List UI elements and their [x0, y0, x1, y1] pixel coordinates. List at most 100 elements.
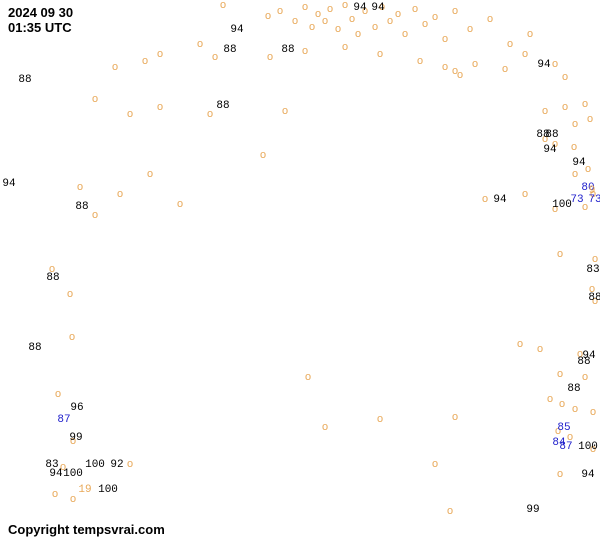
station-marker: o [265, 11, 272, 23]
station-marker: o [142, 56, 149, 68]
station-value: 88 [281, 44, 294, 56]
station-marker: o [327, 4, 334, 16]
station-marker: o [457, 70, 464, 82]
station-value: 99 [526, 504, 539, 516]
station-marker: o [387, 16, 394, 28]
station-value: 94 [572, 157, 585, 169]
station-marker: o [432, 459, 439, 471]
station-marker: o [315, 9, 322, 21]
station-marker: o [517, 339, 524, 351]
station-marker: o [92, 210, 99, 222]
station-value: 100 [63, 468, 83, 480]
station-value: 94 [543, 144, 556, 156]
station-marker: o [67, 289, 74, 301]
station-marker: o [482, 194, 489, 206]
station-value: 100 [552, 199, 572, 211]
station-marker: o [69, 332, 76, 344]
station-marker: o [412, 4, 419, 16]
station-marker: o [562, 72, 569, 84]
station-value: 94 [493, 194, 506, 206]
station-value-blue: 73 [570, 194, 583, 206]
station-marker: o [277, 6, 284, 18]
station-marker: o [395, 9, 402, 21]
station-marker: o [402, 29, 409, 41]
station-value: 88 [18, 74, 31, 86]
chart-container: 2024 09 30 01:35 UTC ooooooooooooooooooo… [0, 0, 600, 545]
station-marker: o [472, 59, 479, 71]
station-marker: o [70, 494, 77, 506]
station-value-blue: 87 [57, 414, 70, 426]
station-value: 88 [46, 272, 59, 284]
station-value: 99 [69, 432, 82, 444]
station-marker: o [282, 106, 289, 118]
station-marker: o [527, 29, 534, 41]
station-marker: o [127, 109, 134, 121]
station-marker: o [147, 169, 154, 181]
station-value: 92 [110, 459, 123, 471]
station-marker: o [559, 399, 566, 411]
station-marker: o [322, 422, 329, 434]
station-marker: o [92, 94, 99, 106]
station-marker: o [355, 29, 362, 41]
station-marker: o [112, 62, 119, 74]
station-marker: o [447, 506, 454, 518]
station-value: 83 [586, 264, 599, 276]
header-date: 2024 09 30 [8, 5, 73, 20]
station-marker: o [349, 14, 356, 26]
station-marker: o [157, 102, 164, 114]
station-value-orange: 9 [589, 185, 596, 197]
station-marker: o [292, 16, 299, 28]
station-marker: o [342, 0, 349, 12]
station-value: 88 [28, 342, 41, 354]
station-value: 88 [588, 292, 600, 304]
station-value: 88 [567, 383, 580, 395]
station-marker: o [377, 414, 384, 426]
station-marker: o [547, 394, 554, 406]
station-value: 88 [216, 100, 229, 112]
station-marker: o [432, 12, 439, 24]
station-value: 100 [85, 459, 105, 471]
station-marker: o [542, 106, 549, 118]
station-marker: o [55, 389, 62, 401]
station-marker: o [305, 372, 312, 384]
station-marker: o [127, 459, 134, 471]
station-value: 100 [578, 441, 598, 453]
station-marker: o [442, 62, 449, 74]
station-marker: o [417, 56, 424, 68]
station-marker: o [537, 344, 544, 356]
station-marker: o [502, 64, 509, 76]
station-value: 88 [545, 129, 558, 141]
station-marker: o [467, 24, 474, 36]
station-value-blue: 85 [557, 422, 570, 434]
station-marker: o [587, 114, 594, 126]
station-marker: o [507, 39, 514, 51]
station-marker: o [52, 489, 59, 501]
station-value: 94 [371, 2, 384, 14]
station-value: 94 [49, 468, 62, 480]
station-marker: o [77, 182, 84, 194]
station-value: 94 [581, 469, 594, 481]
station-marker: o [302, 46, 309, 58]
station-marker: o [557, 369, 564, 381]
station-marker: o [452, 412, 459, 424]
station-marker: o [522, 49, 529, 61]
station-marker: o [322, 16, 329, 28]
station-marker: o [552, 59, 559, 71]
station-value: 88 [223, 44, 236, 56]
station-marker: o [260, 150, 267, 162]
station-marker: o [585, 164, 592, 176]
station-marker: o [377, 49, 384, 61]
station-value: 94 [353, 2, 366, 14]
station-marker: o [572, 119, 579, 131]
station-marker: o [582, 99, 589, 111]
station-marker: o [487, 14, 494, 26]
station-value: 88 [75, 201, 88, 213]
copyright-text: Copyright tempsvrai.com [8, 522, 165, 537]
station-marker: o [117, 189, 124, 201]
station-marker: o [177, 199, 184, 211]
station-marker: o [212, 52, 219, 64]
station-marker: o [157, 49, 164, 61]
station-value: 96 [70, 402, 83, 414]
station-value-orange: 19 [78, 484, 91, 496]
station-marker: o [590, 407, 597, 419]
